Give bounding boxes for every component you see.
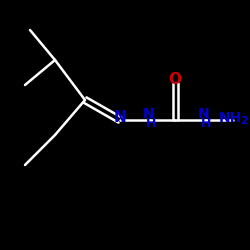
Text: H: H: [201, 117, 211, 130]
Text: H: H: [146, 117, 156, 130]
Text: N: N: [198, 107, 209, 121]
Text: N: N: [114, 110, 126, 125]
Text: N: N: [143, 107, 154, 121]
Text: O: O: [168, 72, 181, 88]
Text: NH: NH: [218, 110, 242, 124]
Text: 2: 2: [240, 116, 248, 126]
